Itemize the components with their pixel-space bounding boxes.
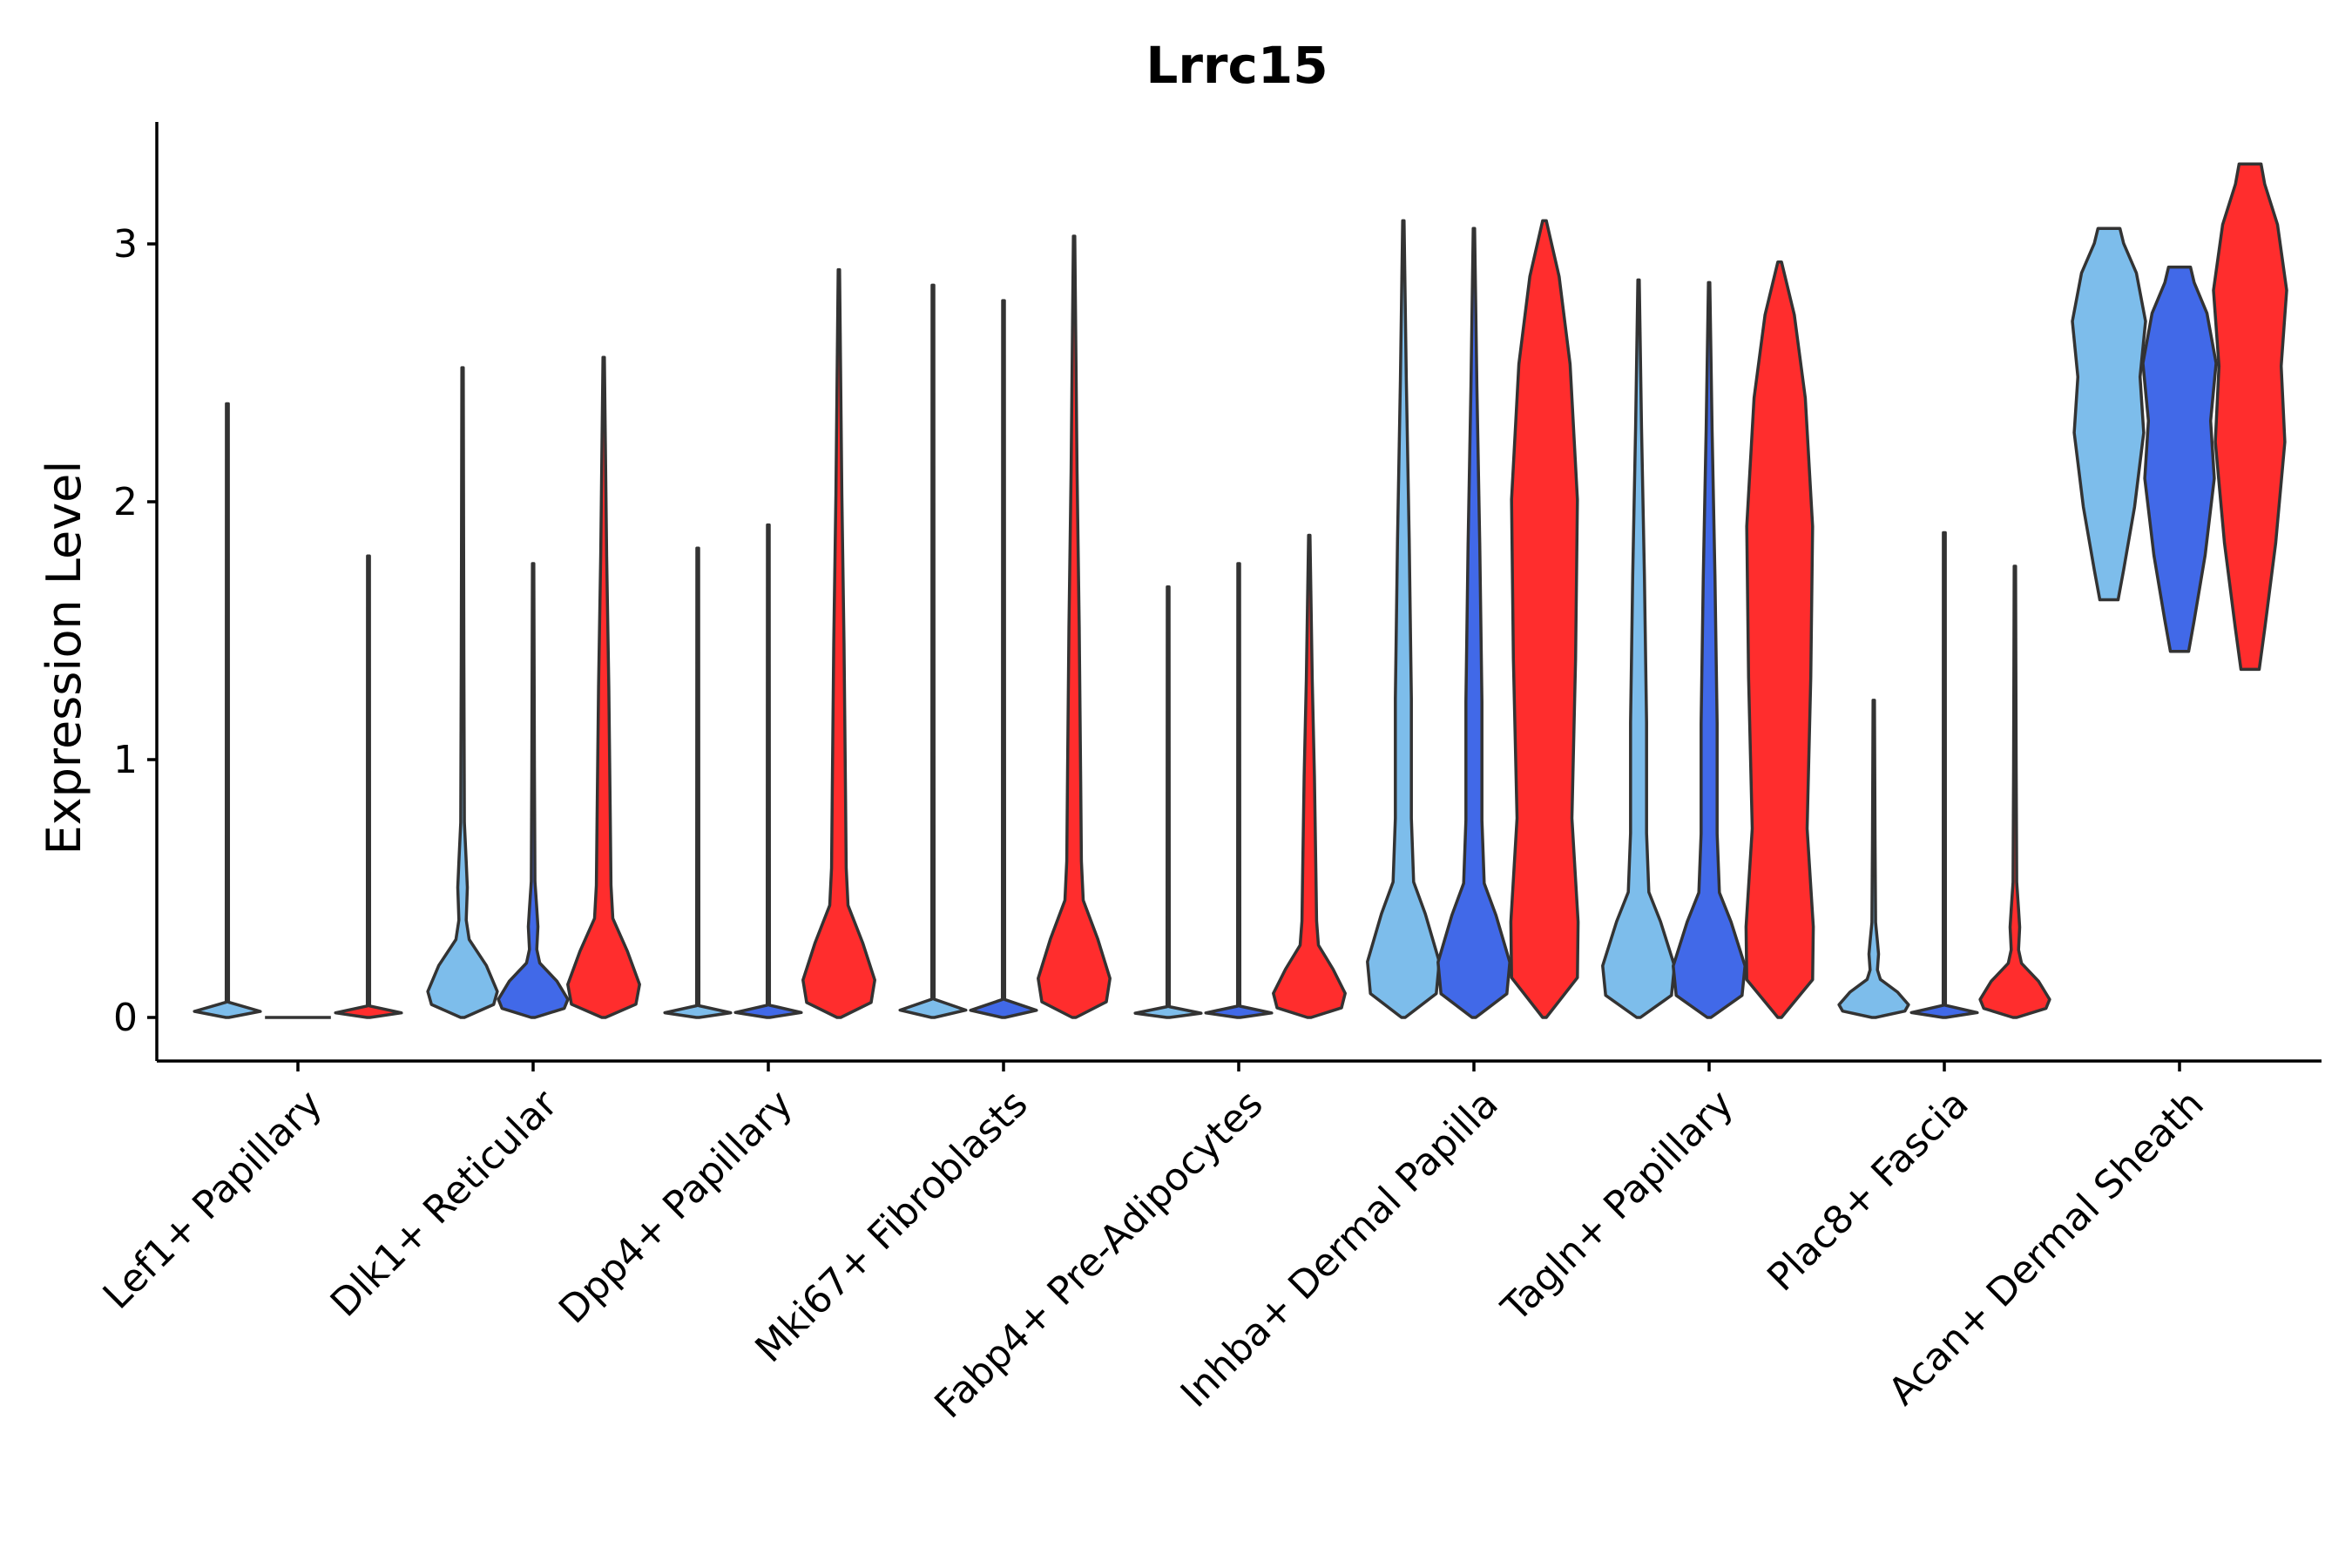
- violin-7-2: [1978, 564, 2051, 1019]
- violin-5-1: [1436, 226, 1511, 1019]
- violin-4-1: [1204, 562, 1274, 1019]
- violin-layer: [193, 162, 2288, 1019]
- violin-4-0: [1133, 585, 1203, 1019]
- violin-0-2: [334, 554, 403, 1019]
- violin-4-2: [1272, 533, 1347, 1019]
- violin-3-0: [898, 283, 968, 1019]
- y-tick-label: 3: [113, 222, 138, 267]
- violin-1-0: [426, 366, 499, 1019]
- violin-1-2: [566, 355, 641, 1019]
- violin-7-1: [1909, 531, 1979, 1019]
- x-tick-label: Plac8+ Fascia: [1759, 1082, 1977, 1301]
- violin-3-1: [969, 299, 1038, 1019]
- x-tick-label: Tagln+ Papillary: [1493, 1082, 1742, 1331]
- violin-0-0: [193, 402, 262, 1019]
- violin-2-0: [663, 546, 733, 1019]
- y-tick-label: 0: [113, 996, 138, 1040]
- violin-1-1: [497, 562, 570, 1019]
- x-tick-label: Dpp4+ Papillary: [551, 1082, 801, 1333]
- violin-8-0: [2071, 226, 2147, 602]
- y-tick-label: 1: [113, 738, 138, 782]
- chart-title: Lrrc15: [1146, 36, 1328, 95]
- violin-3-2: [1037, 234, 1112, 1019]
- violin-5-0: [1366, 219, 1441, 1019]
- violin-6-0: [1601, 278, 1676, 1019]
- violin-7-0: [1837, 699, 1910, 1019]
- y-tick-label: 2: [113, 480, 138, 524]
- violin-6-1: [1672, 280, 1747, 1019]
- y-axis-label: Expression Level: [37, 461, 91, 855]
- violin-6-2: [1744, 260, 1815, 1019]
- violin-8-2: [2212, 162, 2288, 672]
- violin-2-2: [801, 267, 876, 1019]
- violin-8-1: [2141, 265, 2218, 653]
- x-tick-label: Lef1+ Papillary: [95, 1082, 331, 1318]
- x-tick-label: Dlk1+ Reticular: [322, 1081, 567, 1326]
- violin-5-2: [1509, 219, 1580, 1019]
- violin-2-1: [733, 523, 803, 1019]
- y-ticks: 0 1 2 3: [113, 222, 157, 1040]
